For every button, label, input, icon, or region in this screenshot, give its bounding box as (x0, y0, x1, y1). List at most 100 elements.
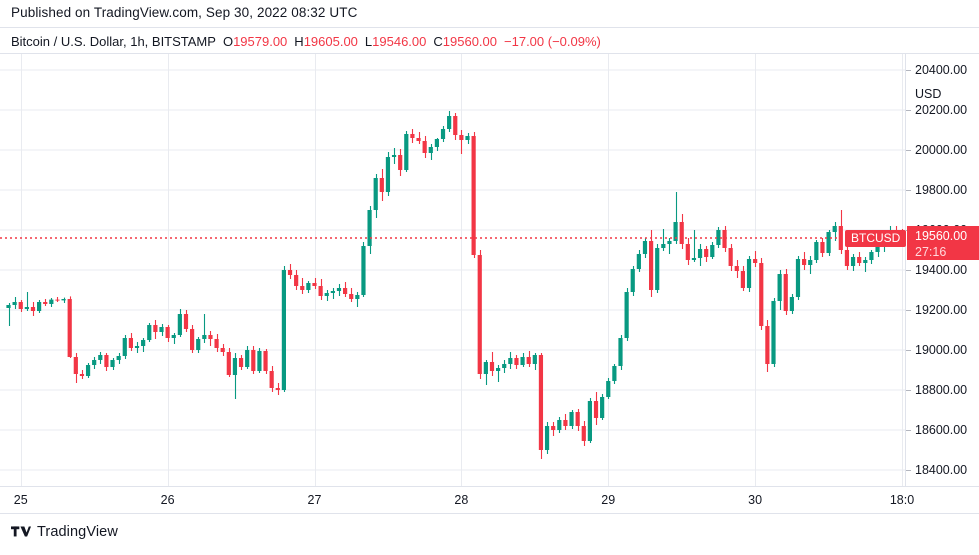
candle (104, 353, 109, 371)
candle-body (502, 364, 507, 368)
candle (37, 300, 42, 313)
candle (208, 331, 213, 346)
candle (43, 299, 48, 306)
candle-body (667, 241, 672, 244)
candle-body (863, 260, 868, 263)
candle (642, 238, 648, 258)
candle-body (453, 116, 458, 135)
candle (600, 394, 605, 420)
candle (789, 294, 794, 314)
candle-body (563, 420, 568, 426)
candle-body (612, 366, 617, 381)
candle (324, 290, 329, 301)
candle (379, 169, 384, 201)
candle (238, 355, 244, 370)
candle-body (869, 252, 874, 260)
candle-body (30, 307, 36, 311)
price-tick-mark (906, 190, 911, 191)
candle-body (655, 248, 660, 290)
candle-body (850, 257, 856, 266)
candle-body (287, 270, 293, 275)
candle-body (404, 134, 409, 170)
candle (349, 288, 354, 302)
candle (649, 230, 654, 297)
candle (526, 351, 531, 367)
chart-canvas (0, 54, 905, 486)
candle (459, 130, 464, 154)
candle (245, 346, 250, 369)
candle-body (171, 335, 176, 338)
candle-body (759, 263, 764, 326)
candle (343, 282, 348, 297)
candle-body (330, 291, 335, 293)
candle (165, 325, 170, 342)
time-scale[interactable]: 25 26 27 28 29 30 18:0 (0, 486, 979, 514)
candle (728, 244, 733, 271)
candle (465, 133, 470, 144)
candle (330, 288, 335, 299)
candle (551, 422, 556, 436)
candle (655, 244, 660, 293)
published-caption: Published on TradingView.com, Sep 30, 20… (11, 5, 358, 20)
candle (410, 129, 415, 143)
time-tick-label: 27 (307, 493, 322, 507)
candle (440, 126, 446, 142)
price-tick-label: 19800.00 (915, 183, 968, 197)
candle-body (379, 178, 384, 192)
candle (673, 192, 678, 244)
open-value: 19579.00 (233, 34, 288, 49)
candle (471, 132, 476, 258)
candle (850, 254, 856, 271)
candle-body (808, 260, 813, 265)
price-tick-mark (906, 150, 911, 151)
candle-body (857, 257, 862, 263)
candle-body (391, 155, 397, 157)
candle (575, 409, 580, 431)
candle (141, 338, 146, 352)
candle-body (300, 286, 305, 290)
price-tick-mark (906, 470, 911, 471)
candle-body (18, 302, 23, 309)
price-scale[interactable]: USD 20400.0020200.0020000.0019800.001960… (905, 54, 979, 486)
candle (857, 252, 862, 266)
close-label: C (433, 34, 443, 49)
candle-body (746, 259, 752, 288)
candle-body (722, 230, 727, 248)
candle-body (661, 244, 666, 248)
candle-body (275, 388, 280, 390)
candle-body (232, 358, 238, 375)
candle-body (630, 269, 635, 292)
candle (85, 363, 91, 378)
candle (318, 279, 323, 300)
high-label: H (294, 34, 304, 49)
candle-body (716, 230, 721, 245)
candle-body (691, 258, 697, 260)
candle (759, 258, 764, 330)
candle-body (410, 134, 415, 138)
candle-body (673, 222, 678, 241)
candle (367, 206, 372, 254)
candle-body (128, 338, 133, 348)
candle (263, 349, 268, 374)
price-tick-label: 18800.00 (915, 383, 968, 397)
price-tick-mark (906, 350, 911, 351)
candle (306, 281, 311, 293)
candle-body (526, 357, 531, 364)
candle-body (489, 362, 495, 371)
candle (202, 314, 207, 343)
candle (355, 292, 360, 307)
time-tick-label: 18:0 (889, 493, 915, 507)
candle-body (318, 286, 323, 296)
candle (269, 366, 274, 392)
candle-body (802, 259, 807, 265)
symbol-title[interactable]: Bitcoin / U.S. Dollar, 1h, BITSTAMP (11, 34, 216, 49)
candle (428, 144, 433, 160)
candle-body (875, 246, 880, 252)
candle-body (122, 338, 127, 356)
candle-body (141, 340, 146, 346)
candle-body (355, 295, 360, 299)
candle (544, 422, 550, 454)
candle (581, 421, 586, 446)
candlestick-plot-area[interactable] (0, 54, 905, 486)
candle-body (159, 327, 164, 332)
